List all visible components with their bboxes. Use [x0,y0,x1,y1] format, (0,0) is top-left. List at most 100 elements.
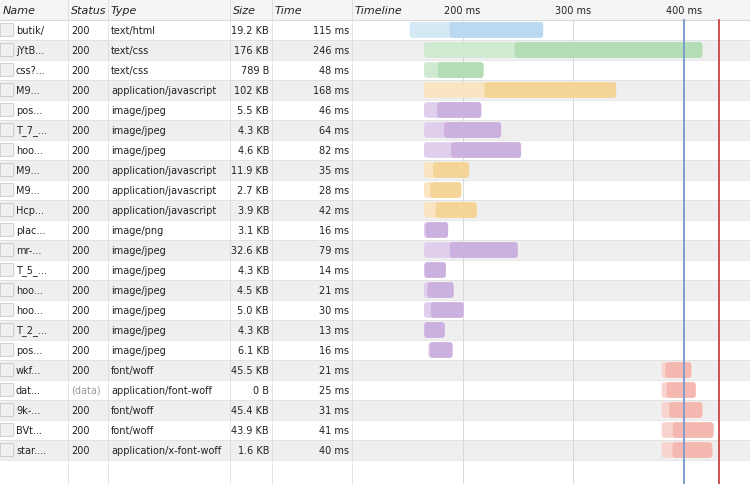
Bar [0,21,750,41]
Text: 13 ms: 13 ms [319,325,349,335]
Text: 5.5 KB: 5.5 KB [237,106,269,116]
Text: 1.6 KB: 1.6 KB [238,445,269,455]
Text: 3.9 KB: 3.9 KB [238,206,269,215]
Bar [0,61,750,81]
Text: Name: Name [3,5,36,15]
Text: T_5_...: T_5_... [16,265,46,276]
Text: 4.3 KB: 4.3 KB [238,265,269,275]
FancyBboxPatch shape [424,103,482,119]
FancyBboxPatch shape [0,284,13,297]
Text: 79 ms: 79 ms [319,245,349,256]
FancyBboxPatch shape [424,283,454,298]
FancyBboxPatch shape [424,322,445,338]
FancyBboxPatch shape [0,25,13,37]
FancyBboxPatch shape [431,302,464,318]
Text: 4.6 KB: 4.6 KB [238,146,269,156]
FancyBboxPatch shape [0,204,13,217]
Text: 21 ms: 21 ms [319,365,349,375]
FancyBboxPatch shape [0,224,13,237]
Text: Size: Size [233,5,256,15]
Text: Time: Time [275,5,302,15]
FancyBboxPatch shape [424,203,477,218]
Text: 11.9 KB: 11.9 KB [231,166,269,176]
Text: 14 ms: 14 ms [319,265,349,275]
FancyBboxPatch shape [0,424,13,437]
FancyBboxPatch shape [427,283,454,298]
Bar [0,121,750,141]
Text: hoo...: hoo... [16,305,43,316]
Text: application/javascript: application/javascript [111,166,216,176]
Text: 200: 200 [71,206,89,215]
FancyBboxPatch shape [424,263,446,278]
Bar [0,400,750,420]
Text: 200: 200 [71,265,89,275]
FancyBboxPatch shape [514,43,702,59]
FancyBboxPatch shape [484,83,616,99]
Text: dat...: dat... [16,385,41,395]
Text: 200: 200 [71,106,89,116]
FancyBboxPatch shape [0,45,13,57]
Text: 16 ms: 16 ms [319,345,349,355]
Bar [0,320,750,340]
FancyBboxPatch shape [428,343,452,358]
Text: 21 ms: 21 ms [319,286,349,295]
FancyBboxPatch shape [0,444,13,456]
Text: application/javascript: application/javascript [111,206,216,215]
FancyBboxPatch shape [0,165,13,177]
FancyBboxPatch shape [437,103,482,119]
FancyBboxPatch shape [662,363,692,378]
FancyBboxPatch shape [451,143,521,158]
Text: 200: 200 [71,86,89,96]
Bar [0,440,750,460]
Text: BVt...: BVt... [16,425,42,435]
FancyBboxPatch shape [0,105,13,117]
FancyBboxPatch shape [449,23,543,39]
Text: 102 KB: 102 KB [234,86,269,96]
Text: image/jpeg: image/jpeg [111,286,166,295]
FancyBboxPatch shape [424,242,518,258]
Bar [0,260,750,280]
Text: M9...: M9... [16,186,40,196]
Text: 28 ms: 28 ms [319,186,349,196]
FancyBboxPatch shape [424,43,702,59]
Bar [0,0,750,21]
Text: 300 ms: 300 ms [555,5,591,15]
Bar [0,221,750,241]
Text: plac...: plac... [16,226,45,236]
Text: text/css: text/css [111,46,149,56]
Text: 200: 200 [71,146,89,156]
Text: 200: 200 [71,445,89,455]
Text: 115 ms: 115 ms [313,26,349,36]
Text: Status: Status [71,5,106,15]
FancyBboxPatch shape [433,163,469,179]
Text: (data): (data) [71,385,100,395]
Text: 5.0 KB: 5.0 KB [237,305,269,316]
Text: mr-...: mr-... [16,245,41,256]
Text: 4.3 KB: 4.3 KB [238,325,269,335]
Text: 200: 200 [71,166,89,176]
FancyBboxPatch shape [424,63,484,79]
Text: application/javascript: application/javascript [111,86,216,96]
Text: 2.7 KB: 2.7 KB [237,186,269,196]
Text: 789 B: 789 B [241,66,269,76]
Text: 4.3 KB: 4.3 KB [238,126,269,136]
Text: 200: 200 [71,425,89,435]
Bar [0,81,750,101]
FancyBboxPatch shape [450,242,518,258]
FancyBboxPatch shape [424,302,464,318]
Text: 82 ms: 82 ms [319,146,349,156]
Text: application/javascript: application/javascript [111,186,216,196]
FancyBboxPatch shape [0,264,13,277]
Text: font/woff: font/woff [111,405,154,415]
Text: font/woff: font/woff [111,365,154,375]
Bar [0,141,750,161]
Text: pos...: pos... [16,106,42,116]
Text: 6.1 KB: 6.1 KB [238,345,269,355]
Text: M9...: M9... [16,166,40,176]
Text: 45.4 KB: 45.4 KB [231,405,269,415]
Text: image/jpeg: image/jpeg [111,345,166,355]
Text: 176 KB: 176 KB [234,46,269,56]
Text: 400 ms: 400 ms [665,5,702,15]
FancyBboxPatch shape [662,423,713,438]
Bar [0,360,750,380]
